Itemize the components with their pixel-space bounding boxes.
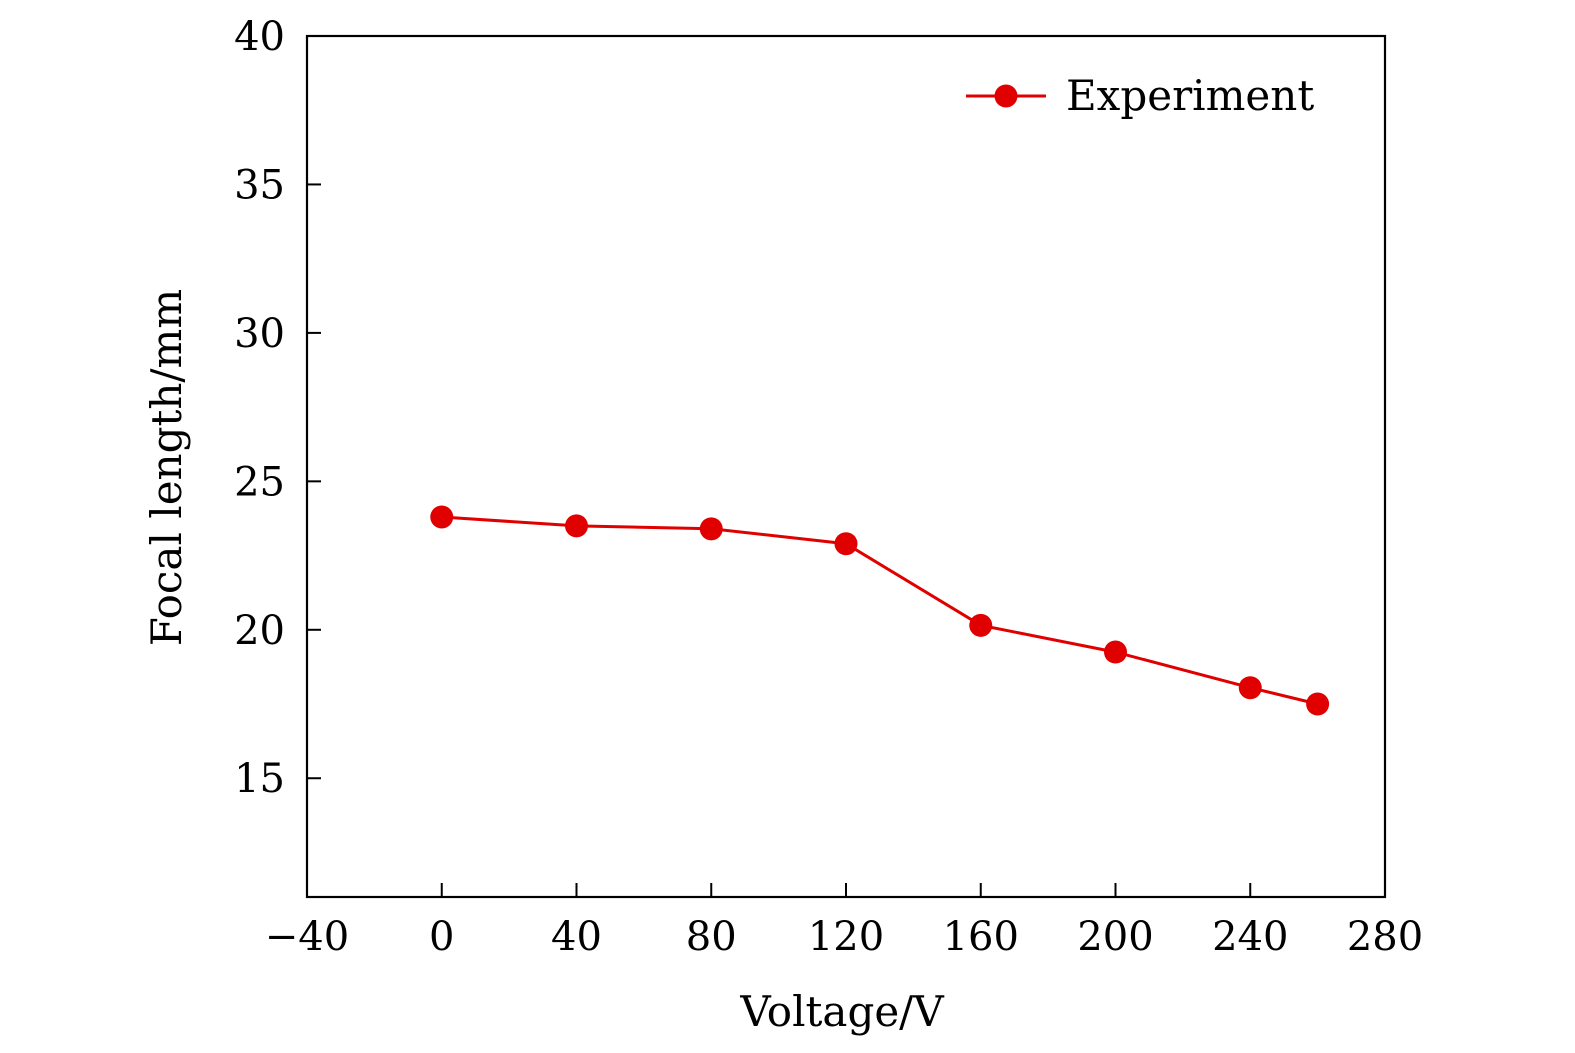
y-tick-label: 40 xyxy=(234,14,285,60)
x-tick-label: 120 xyxy=(808,914,884,960)
series-group xyxy=(430,505,1330,716)
data-point xyxy=(834,532,858,556)
data-point xyxy=(969,613,993,637)
x-axis-ticks: −40 0 40 80 120 160 200 240 280 xyxy=(265,883,1423,960)
x-tick-label: 280 xyxy=(1347,914,1423,960)
x-tick-label: 40 xyxy=(551,914,602,960)
legend-marker xyxy=(994,84,1018,108)
y-tick-label: 25 xyxy=(234,459,285,505)
data-point xyxy=(1104,640,1127,664)
y-tick-label: 20 xyxy=(234,608,285,654)
data-point xyxy=(1238,676,1262,700)
x-axis-title: Voltage/V xyxy=(739,987,944,1036)
x-tick-label: 240 xyxy=(1212,914,1288,960)
plot-frame xyxy=(305,34,1387,899)
x-tick-label: 160 xyxy=(943,914,1019,960)
data-point xyxy=(565,514,588,538)
legend: Experiment xyxy=(966,71,1314,120)
x-tick-label: 0 xyxy=(429,914,454,960)
data-point xyxy=(699,517,723,541)
series-line xyxy=(441,515,1318,706)
axes xyxy=(305,34,1387,899)
x-tick-label: 80 xyxy=(686,914,737,960)
y-axis-ticks: 15 20 25 30 35 40 xyxy=(234,14,321,802)
y-tick-label: 35 xyxy=(234,162,285,208)
y-tick-label: 15 xyxy=(234,756,285,802)
y-axis-title: Focal length/mm xyxy=(142,289,191,646)
legend-label: Experiment xyxy=(1066,71,1314,120)
y-tick-label: 30 xyxy=(234,311,285,357)
x-tick-label: 200 xyxy=(1077,914,1153,960)
x-tick-label: −40 xyxy=(265,914,349,960)
data-point xyxy=(1306,692,1330,716)
data-point xyxy=(430,505,454,529)
